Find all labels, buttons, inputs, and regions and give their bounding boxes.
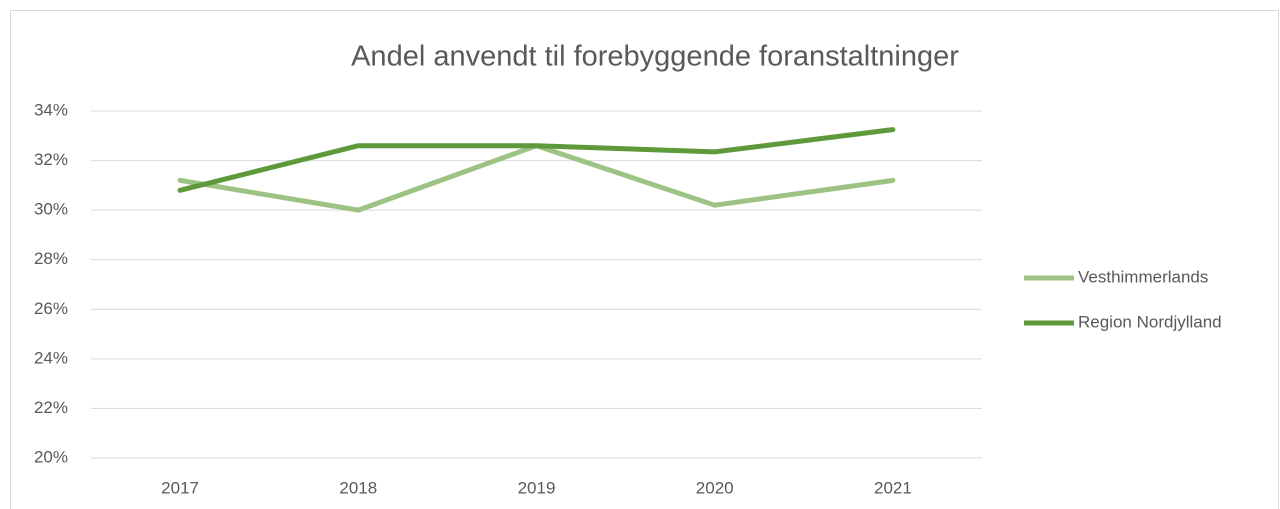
y-tick-label: 20% [34,447,68,466]
y-tick-label: 32% [34,150,68,169]
y-tick-label: 34% [34,100,68,119]
y-tick-label: 28% [34,249,68,268]
series-line [177,127,896,193]
legend-label: Vesthimmerlands [1078,267,1208,286]
chart-title: Andel anvendt til forebyggende foranstal… [351,41,959,73]
x-tick-label: 2019 [518,478,556,497]
y-tick-label: 24% [34,348,68,367]
legend-label: Region Nordjylland [1078,312,1222,331]
y-tick-label: 22% [34,398,68,417]
y-tick-label: 26% [34,299,68,318]
x-tick-label: 2020 [696,478,734,497]
x-tick-label: 2018 [339,478,377,497]
x-tick-label: 2017 [161,478,199,497]
y-tick-label: 30% [34,200,68,219]
x-tick-label: 2021 [874,478,912,497]
